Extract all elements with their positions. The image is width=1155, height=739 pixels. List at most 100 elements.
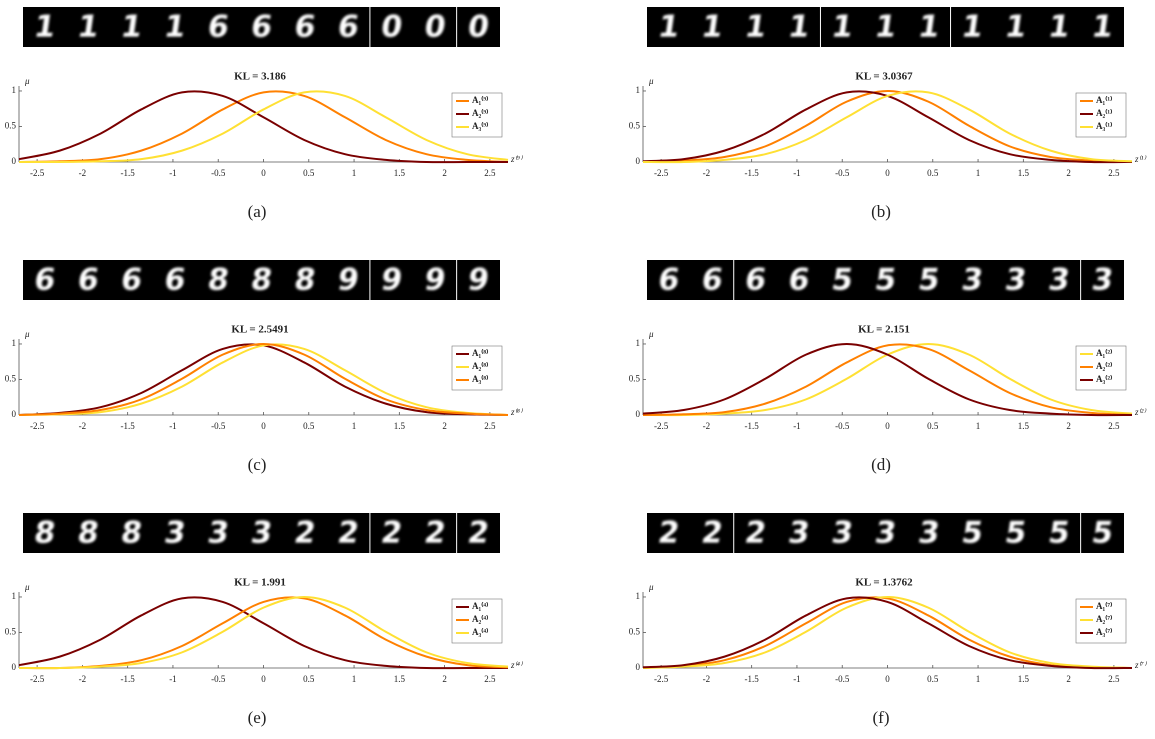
curve [19,344,508,415]
x-tick-label: 1 [352,168,357,178]
x-tick-label: 1 [352,674,357,684]
curve [643,597,1132,668]
chart-title: KL = 2.5491 [231,324,288,336]
y-tick-label: 0.5 [629,374,641,384]
x-tick-label: -0.5 [835,168,850,178]
x-tick-label: 2.5 [484,674,496,684]
y-tick-label: 1 [12,85,17,95]
panel: 88833322222KL = 1.991μz⁽⁴⁾00.51-2.5-2-1.… [5,513,523,727]
curve [19,344,508,415]
x-tick-label: -1.5 [745,421,760,431]
legend-label: A₂⁽⁸⁾ [472,361,488,371]
x-tick-label: -2.5 [30,674,45,684]
y-tick-label: 0.5 [5,374,17,384]
legend-label: A₁⁽²⁾ [1096,348,1112,358]
legend-label: A₂⁽¹⁾ [1096,108,1112,118]
x-tick-label: -0.5 [835,674,850,684]
curve [643,91,1132,162]
curve [643,597,1132,668]
y-tick-label: 0.5 [629,627,641,637]
caption: (f) [873,708,890,727]
x-tick-label: 0 [261,674,266,684]
x-tick-label: -0.5 [211,421,226,431]
y-tick-label: 1 [636,338,641,348]
y-axis-label: μ [24,329,30,339]
y-tick-label: 0 [636,409,641,419]
legend-label: A₁⁽⁹⁾ [472,95,488,105]
caption: (c) [248,455,267,474]
x-tick-label: -1.5 [745,168,760,178]
y-tick-label: 0 [12,409,17,419]
x-tick-label: 1 [352,421,357,431]
x-tick-label: 0.5 [303,168,315,178]
x-tick-label: 2.5 [484,421,496,431]
y-tick-label: 0 [636,156,641,166]
x-tick-label: 0.5 [303,674,315,684]
caption: (a) [248,202,267,221]
x-tick-label: -1.5 [121,168,136,178]
x-tick-label: -1 [793,421,801,431]
legend-label: A₂⁽⁴⁾ [472,614,488,624]
legend-label: A₃⁽⁷⁾ [1096,627,1112,637]
y-tick-label: 0 [12,156,17,166]
x-tick-label: 1 [976,674,981,684]
legend-label: A₁⁽⁷⁾ [1096,601,1112,611]
chart-title: KL = 1.991 [234,577,286,589]
x-tick-label: -1 [169,674,177,684]
y-tick-label: 1 [636,85,641,95]
y-tick-label: 0 [636,662,641,672]
x-tick-label: 2.5 [1108,421,1120,431]
chart-title: KL = 3.0367 [855,71,913,83]
x-tick-label: -1.5 [121,421,136,431]
x-tick-label: -1.5 [121,674,136,684]
y-axis-label: μ [24,582,30,592]
panel: 22233335555KL = 1.3762μz⁽⁷⁾00.51-2.5-2-1… [629,513,1147,727]
x-axis-label: z⁽²⁾ [1134,407,1146,417]
x-tick-label: 2 [442,168,447,178]
caption: (d) [871,455,891,474]
legend-label: A₁⁽⁸⁾ [472,348,488,358]
x-tick-label: 0.5 [927,674,939,684]
curve [19,91,508,162]
legend-label: A₃⁽¹⁾ [1096,121,1112,131]
y-tick-label: 0.5 [629,121,641,131]
x-tick-label: -2 [79,674,87,684]
curve [643,344,1132,415]
x-tick-label: 1.5 [394,168,406,178]
y-tick-label: 0.5 [5,121,17,131]
x-tick-label: 1.5 [394,674,406,684]
curve [643,91,1132,162]
panel: 66665553333KL = 2.151μz⁽²⁾00.51-2.5-2-1.… [629,260,1147,474]
x-tick-label: -2 [703,674,711,684]
curve [643,91,1132,162]
figure: 11116666000KL = 3.186μz⁽⁹⁾00.51-2.5-2-1.… [0,0,1155,739]
legend-label: A₂⁽⁷⁾ [1096,614,1112,624]
x-tick-label: -0.5 [211,674,226,684]
x-tick-label: 1.5 [1018,674,1030,684]
x-tick-label: -2 [79,168,87,178]
y-axis-label: μ [24,76,30,86]
legend-label: A₂⁽²⁾ [1096,361,1112,371]
x-tick-label: 1.5 [1018,168,1030,178]
x-tick-label: -2.5 [654,674,669,684]
x-axis-label: z⁽¹⁾ [1134,154,1146,164]
x-tick-label: 2 [442,421,447,431]
chart-title: KL = 1.3762 [855,577,913,589]
x-tick-label: -2.5 [654,421,669,431]
x-tick-label: -1 [793,674,801,684]
x-tick-label: -2 [703,168,711,178]
x-tick-label: -2.5 [30,168,45,178]
caption: (b) [871,202,891,221]
chart-title: KL = 3.186 [234,71,286,83]
x-tick-label: 0 [885,674,890,684]
legend-label: A₂⁽⁹⁾ [472,108,488,118]
y-tick-label: 1 [636,591,641,601]
x-axis-label: z⁽⁴⁾ [510,660,523,670]
legend-label: A₁⁽⁴⁾ [472,601,488,611]
y-tick-label: 0.5 [5,627,17,637]
caption: (e) [248,708,267,727]
x-tick-label: 2 [1066,421,1071,431]
x-tick-label: -1.5 [745,674,760,684]
legend-label: A₃⁽⁸⁾ [472,374,488,384]
x-tick-label: 2.5 [484,168,496,178]
